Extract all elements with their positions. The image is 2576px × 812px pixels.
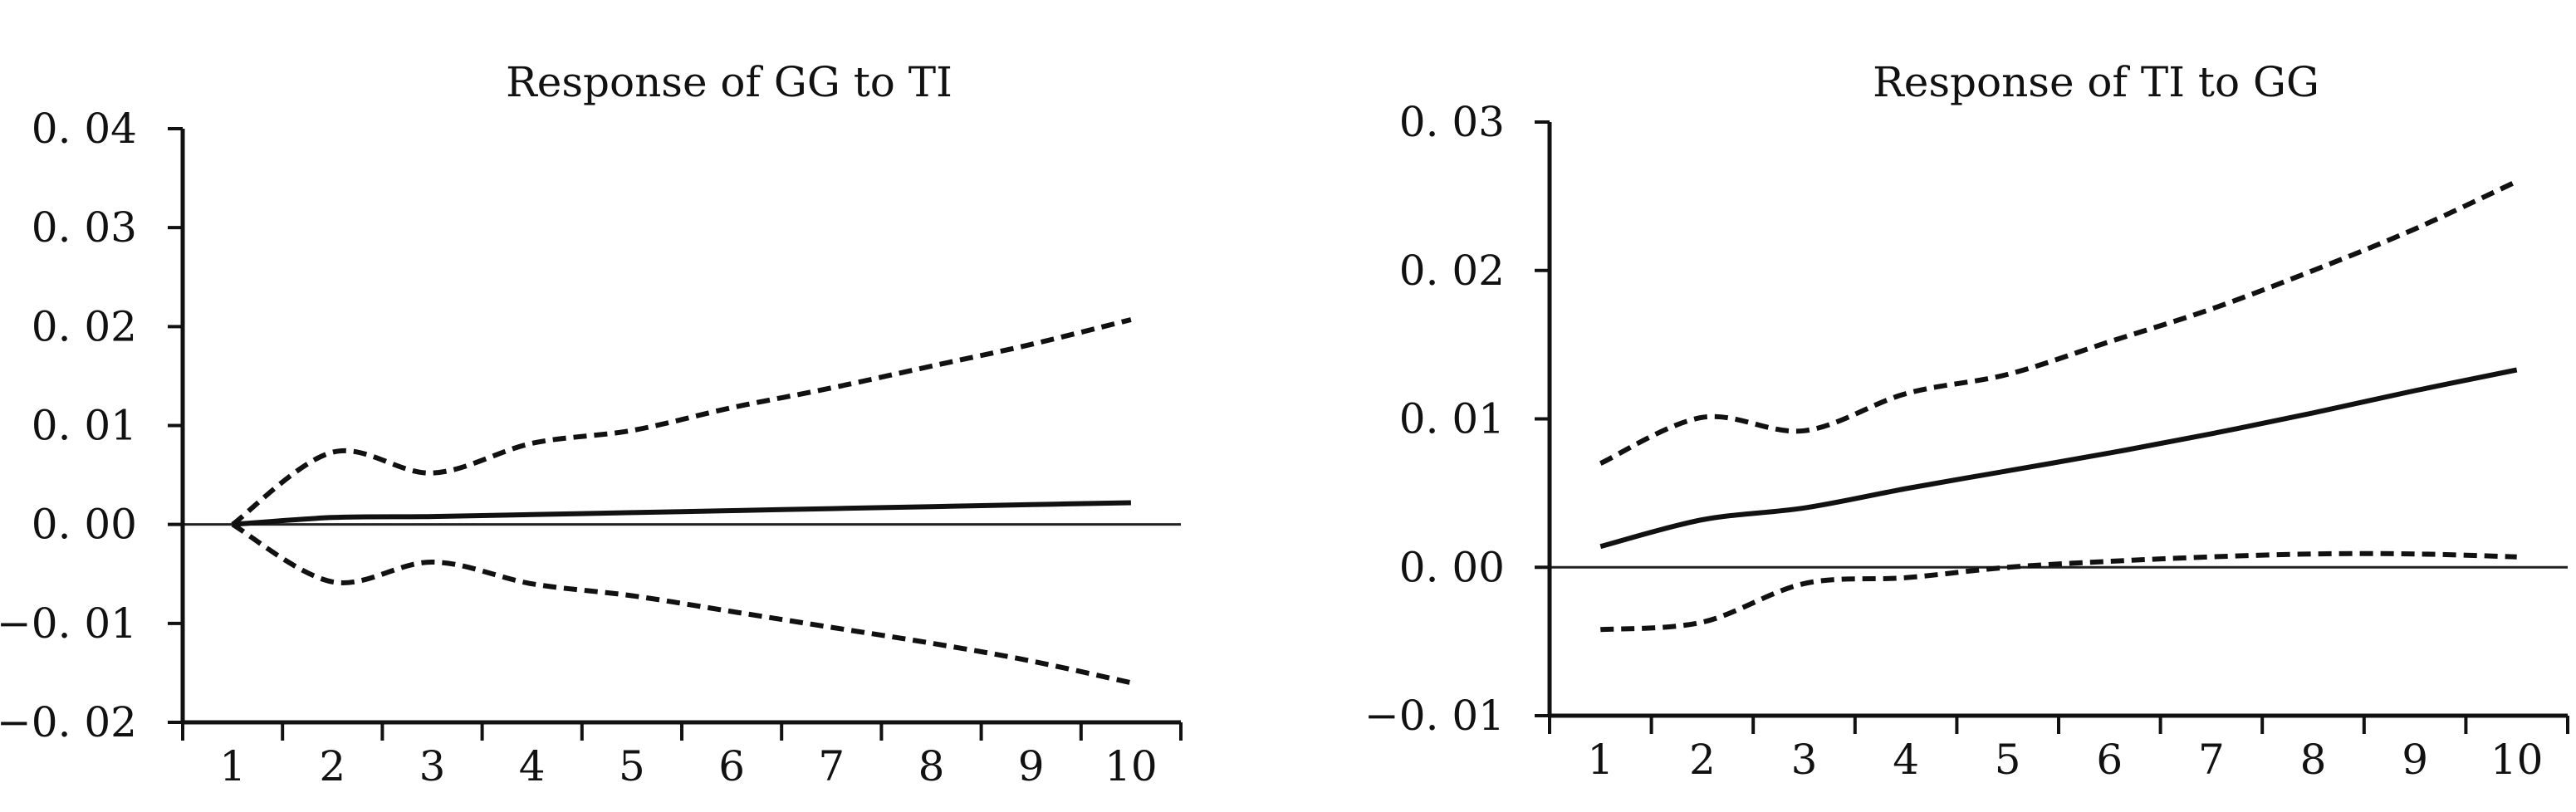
- x-tick-label: 1: [219, 742, 246, 790]
- x-tick-label: 6: [2096, 736, 2123, 784]
- x-tick-label: 3: [419, 742, 446, 790]
- y-tick-label: 0. 01: [1399, 395, 1505, 443]
- series-layer: [1599, 179, 2518, 633]
- chart-title: Response of TI to GG: [1873, 58, 2319, 106]
- y-axis-ticks: 0. 04 0. 03 0. 02 0. 01 0. 00 −0. 01 −0. 02: [0, 105, 183, 746]
- chart-panel-gg-to-ti: Response of GG to TI 0. 040. 030. 020. 0…: [0, 58, 1183, 790]
- x-tick-label: 4: [1893, 736, 1919, 784]
- y-tick-label: 0. 00: [32, 501, 137, 549]
- response-line: [1599, 367, 2518, 550]
- x-tick-label: 1: [1587, 736, 1614, 784]
- x-tick-label: 2: [1689, 736, 1716, 784]
- lower-confidence-band-line: [231, 522, 1132, 686]
- x-tick-label: 3: [1791, 736, 1818, 784]
- y-tick-label: 0. 04: [32, 105, 137, 153]
- chart-title: Response of GG to TI: [506, 58, 953, 106]
- y-tick-label: −0. 01: [1364, 692, 1505, 740]
- x-tick-label: 7: [818, 742, 845, 790]
- x-tick-label: 9: [2402, 736, 2428, 784]
- series-layer: [231, 317, 1132, 686]
- y-tick-label: −0. 01: [0, 599, 137, 648]
- upper-confidence-band-line: [231, 317, 1132, 527]
- lower-confidence-band-line: [1600, 550, 2517, 633]
- x-tick-label: 5: [1995, 736, 2021, 784]
- y-tick-label: 0. 03: [32, 203, 137, 252]
- x-tick-label: 8: [2300, 736, 2327, 784]
- x-axis-ticks: 1 2 3 4 5 6 7 8 9 10: [1548, 716, 2569, 784]
- upper-confidence-band-line: [1599, 179, 2518, 466]
- y-tick-label: −0. 02: [0, 698, 137, 746]
- x-tick-label: 10: [2490, 736, 2544, 784]
- y-tick-label: 0. 01: [32, 402, 137, 450]
- x-tick-label: 5: [619, 742, 645, 790]
- x-axis-ticks: 1 2 3 4 5 6 7 8 9 10: [181, 722, 1183, 790]
- y-tick-label: 0. 03: [1399, 98, 1505, 146]
- x-tick-label: 2: [319, 742, 345, 790]
- x-tick-label: 4: [519, 742, 546, 790]
- x-tick-label: 7: [2198, 736, 2225, 784]
- x-tick-label: 6: [718, 742, 745, 790]
- y-tick-label: 0. 00: [1399, 543, 1505, 591]
- y-tick-label: 0. 02: [32, 302, 137, 350]
- x-tick-label: 10: [1104, 742, 1158, 790]
- chart-panel-ti-to-gg: Response of TI to GG 0. 030. 020. 010. 0…: [1364, 58, 2569, 784]
- y-axis-ticks: 0. 03 0. 02 0. 01 0. 00 −0. 01: [1364, 98, 1550, 740]
- y-tick-label: 0. 02: [1399, 247, 1505, 295]
- response-line: [232, 500, 1131, 527]
- x-tick-label: 9: [1018, 742, 1045, 790]
- x-tick-label: 8: [918, 742, 945, 790]
